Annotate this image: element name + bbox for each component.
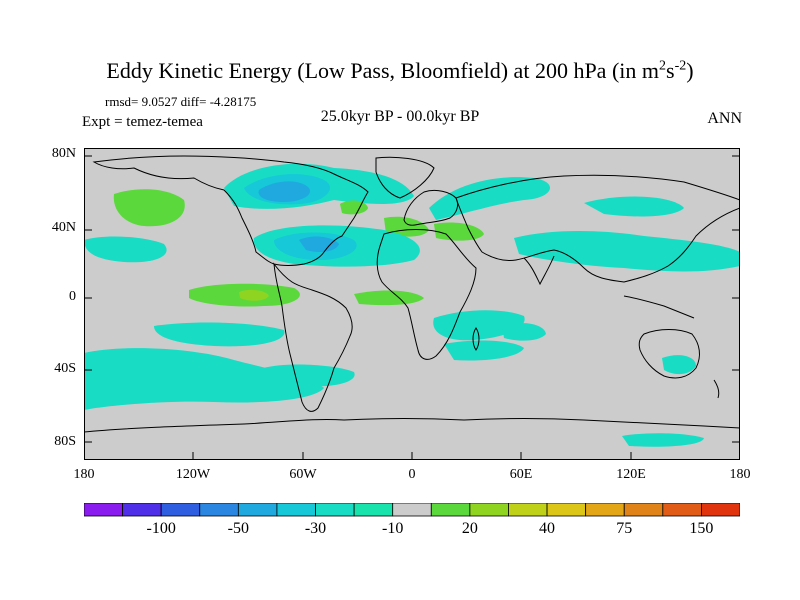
lon-label: 60W	[289, 467, 317, 482]
coastline-islands	[623, 295, 695, 319]
colorbar-label: 150	[689, 520, 714, 537]
contour-blob	[239, 289, 269, 301]
coastline-africa	[376, 229, 477, 360]
season-label: ANN	[707, 110, 742, 127]
colorbar-label: -100	[146, 520, 176, 537]
plot-title: Eddy Kinetic Energy (Low Pass, Bloomfiel…	[106, 58, 694, 83]
world-map	[84, 148, 740, 460]
colorbar-swatch	[199, 503, 239, 517]
lat-label: 40N	[51, 220, 76, 235]
contour-blob	[154, 322, 285, 347]
contour-blob	[514, 231, 740, 272]
experiment-label: Expt = temez-temea	[82, 114, 203, 130]
contour-blob	[84, 236, 167, 263]
lat-label: 40S	[54, 361, 76, 376]
lon-label: 180	[729, 467, 751, 482]
contour-blob	[444, 340, 524, 361]
colorbar-swatch	[701, 503, 740, 517]
colorbar-label: -10	[382, 520, 404, 537]
colorbar-swatch	[315, 503, 355, 517]
contour-blob	[258, 181, 310, 202]
contour-blob	[584, 196, 684, 217]
colorbar-swatch	[276, 503, 316, 517]
coastline-greenland	[375, 156, 435, 199]
colorbar-swatch	[623, 503, 664, 517]
contour-blob	[622, 433, 704, 447]
colorbar-label: 20	[461, 520, 478, 537]
coastline-australia	[638, 329, 700, 379]
lat-label: 80S	[54, 434, 76, 449]
colorbar-swatch	[546, 503, 587, 517]
period-label: 25.0kyr BP - 00.0kyr BP	[320, 108, 480, 125]
colorbar-swatch	[585, 503, 625, 517]
lon-label: 180	[73, 467, 95, 482]
lon-label: 60E	[509, 467, 533, 482]
contour-blob	[299, 236, 339, 252]
coastline-europe	[403, 189, 459, 226]
coastline-india	[523, 255, 555, 286]
axis-ticks	[84, 155, 740, 460]
coastline-asia	[455, 174, 740, 283]
colorbar-swatch	[160, 503, 201, 517]
coastline-north-america	[92, 155, 369, 266]
field-contours	[84, 163, 740, 447]
colorbar-swatch	[392, 503, 432, 517]
colorbar-swatch	[122, 503, 162, 517]
colorbar-swatch	[430, 503, 471, 517]
stats-label: rmsd= 9.0527 diff= -4.28175	[105, 94, 257, 109]
colorbar-label: -50	[227, 520, 249, 537]
coastline-antarctica	[84, 418, 740, 433]
colorbar-swatch	[353, 503, 394, 517]
contour-blob	[84, 348, 324, 410]
coastline-madagascar	[472, 327, 480, 351]
colorbar-label: 75	[616, 520, 633, 537]
lon-label: 120E	[616, 467, 646, 482]
contour-blob	[263, 364, 355, 387]
colorbar-label: 40	[539, 520, 556, 537]
colorbar-swatch	[469, 503, 509, 517]
contour-blob	[113, 189, 185, 227]
lat-label: 0	[69, 289, 76, 304]
colorbar-swatch	[662, 503, 702, 517]
lat-label: 80N	[51, 146, 76, 161]
colorbar-swatch	[237, 503, 278, 517]
colorbar-swatch	[508, 503, 548, 517]
lon-label: 120W	[175, 467, 211, 482]
coastlines	[84, 155, 740, 433]
colorbar-swatch	[84, 503, 123, 517]
colorbar	[84, 503, 740, 517]
coastline-south-america	[273, 262, 353, 412]
coastline-new-zealand	[713, 379, 720, 399]
contour-blob	[434, 222, 484, 241]
contour-blob	[662, 355, 696, 375]
lon-label: 0	[408, 467, 416, 482]
contour-blob	[433, 310, 525, 341]
contour-blob	[429, 177, 551, 220]
contour-blob	[502, 323, 546, 341]
colorbar-label: -30	[304, 520, 327, 537]
contour-blob	[354, 290, 424, 306]
